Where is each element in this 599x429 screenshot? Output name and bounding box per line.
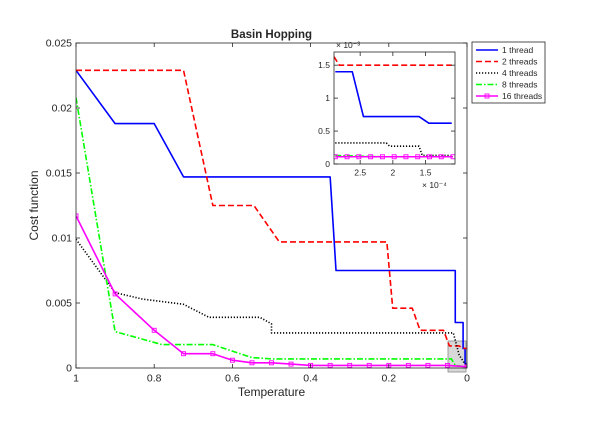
legend-entry-label-5: 16 threads xyxy=(502,91,542,101)
inset-series-line-1 xyxy=(335,70,452,124)
main-series-line-5 xyxy=(76,215,467,368)
inset-series-marker-5 xyxy=(344,154,350,160)
inset-x-tick-label: 2.5 xyxy=(354,168,366,178)
inset-y-exponent: × 10⁻³ xyxy=(336,40,360,50)
main-series-marker-5 xyxy=(229,357,235,363)
inset-x-tick-label: 2 xyxy=(390,168,395,178)
main-x-tick-label: 0.6 xyxy=(225,373,240,385)
x-axis-label: Temperature xyxy=(238,385,306,399)
main-series-marker-5 xyxy=(151,327,157,333)
inset-plot-area xyxy=(334,52,455,164)
legend-entry-label-2: 2 threads xyxy=(502,57,537,67)
inset-axes-frame xyxy=(333,51,456,165)
inset-series-marker-5 xyxy=(427,154,432,160)
inset-y-tick-label: 1 xyxy=(325,93,330,103)
inset-x-ticks: 2.5 2 1.5 xyxy=(354,52,432,178)
legend-entry-label-3: 4 threads xyxy=(502,68,537,78)
main-y-tick-label: 0.025 xyxy=(46,38,72,50)
legend-box xyxy=(471,41,546,104)
inset-series-marker-5 xyxy=(379,154,385,160)
main-series-marker-5 xyxy=(112,291,118,297)
main-x-tick-label: 1 xyxy=(73,373,79,385)
inset-series-marker-5 xyxy=(356,154,362,160)
main-y-ticks: 0 0.005 0.01 0.015 0.02 0.025 xyxy=(46,38,467,375)
main-series-marker-5 xyxy=(76,213,79,219)
inset-series-group xyxy=(334,56,455,160)
inset-y-tick-label: 1.5 xyxy=(318,60,330,70)
zoom-region-box xyxy=(447,340,467,373)
main-series-marker-5 xyxy=(464,364,467,368)
chart-title: Basin Hopping xyxy=(231,29,312,41)
inset-series-marker-5 xyxy=(415,154,421,160)
inset-series-marker-5 xyxy=(403,154,409,160)
inset-x-tick-label: 1.5 xyxy=(420,168,432,178)
inset-series-marker-5 xyxy=(438,154,444,160)
main-y-tick-label: 0.005 xyxy=(46,298,72,310)
main-axes-frame xyxy=(75,42,468,369)
main-series-marker-5 xyxy=(347,362,353,368)
main-x-tick-label: 0.2 xyxy=(381,373,396,385)
legend-swatch-marker-5 xyxy=(484,93,490,99)
main-y-tick-label: 0 xyxy=(66,363,72,375)
main-series-line-3 xyxy=(76,238,467,365)
inset-series-marker-5 xyxy=(391,154,397,160)
inset-series-line-2 xyxy=(334,56,452,66)
main-series-marker-5 xyxy=(288,361,294,367)
legend-entry-label-4: 8 threads xyxy=(502,80,537,90)
inset-y-ticks: 0 0.5 1 1.5 xyxy=(318,60,455,169)
main-series-marker-5 xyxy=(405,362,411,368)
main-series-marker-5 xyxy=(425,362,431,368)
inset-axes: 2.5 2 1.5 0 0.5 1 1.5 × 10⁻³ × 10⁻⁴ xyxy=(318,40,456,190)
main-series-group xyxy=(76,69,467,368)
main-x-ticks: 1 0.8 0.6 0.4 0.2 0 xyxy=(73,43,470,385)
main-y-tick-label: 0.02 xyxy=(52,103,73,115)
inset-series-marker-5 xyxy=(334,154,338,160)
main-series-marker-5 xyxy=(445,362,450,368)
main-y-tick-label: 0.015 xyxy=(46,168,72,180)
main-x-tick-label: 0.4 xyxy=(303,373,318,385)
inset-y-tick-label: 0 xyxy=(325,159,330,169)
main-y-tick-label: 0.01 xyxy=(52,233,73,245)
main-series-marker-5 xyxy=(327,362,333,368)
main-series-line-2 xyxy=(76,69,467,350)
main-series-marker-5 xyxy=(366,362,372,368)
main-series-marker-5 xyxy=(181,351,186,357)
main-series-marker-5 xyxy=(210,351,216,357)
legend-entry-label-1: 1 thread xyxy=(502,45,533,55)
inset-y-tick-label: 0.5 xyxy=(318,126,330,136)
main-series-marker-5 xyxy=(249,360,255,366)
main-x-tick-label: 0 xyxy=(464,373,470,385)
main-x-tick-label: 0.8 xyxy=(147,373,162,385)
inset-series-marker-5 xyxy=(368,154,374,160)
y-axis-label: Cost function xyxy=(27,170,41,240)
inset-x-exponent: × 10⁻⁴ xyxy=(422,180,447,190)
main-series-marker-5 xyxy=(269,360,274,366)
inset-series-marker-5 xyxy=(450,154,455,160)
